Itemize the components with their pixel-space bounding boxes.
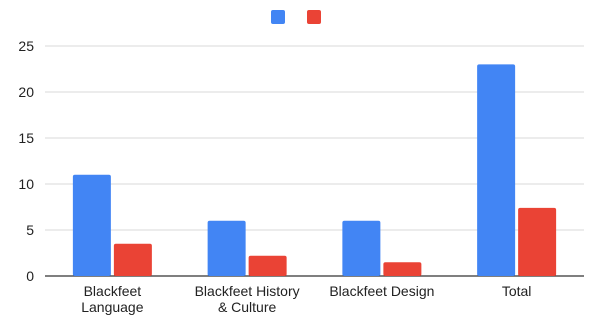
bar-series-2-3 [518,207,557,276]
y-tick-label: 10 [18,176,34,192]
y-tick-label: 0 [26,268,34,284]
bar-series-1-0 [72,174,111,276]
bars [72,64,557,277]
legend-swatch-1 [271,10,285,24]
y-tick-label: 15 [18,130,34,146]
x-category-label: Total [502,283,532,299]
bar-series-1-1 [207,220,246,276]
y-tick-label: 20 [18,84,34,100]
bar-series-1-3 [477,64,516,277]
x-category-label: Blackfeet History & Culture [195,283,300,315]
y-tick-label: 5 [26,222,34,238]
x-axis-labels: Blackfeet Language Blackfeet History & Cult… [81,283,531,315]
bar-series-2-1 [248,255,287,276]
x-category-label: Blackfeet Design [329,283,434,299]
y-axis-ticks: 0 5 10 15 20 25 [18,38,34,284]
y-tick-label: 25 [18,38,34,54]
legend-swatch-2 [307,10,321,24]
bar-series-2-0 [113,243,152,276]
x-category-label: Blackfeet Language [81,283,144,315]
bar-series-1-2 [342,220,381,276]
legend [271,10,321,24]
bar-series-2-2 [383,262,422,276]
